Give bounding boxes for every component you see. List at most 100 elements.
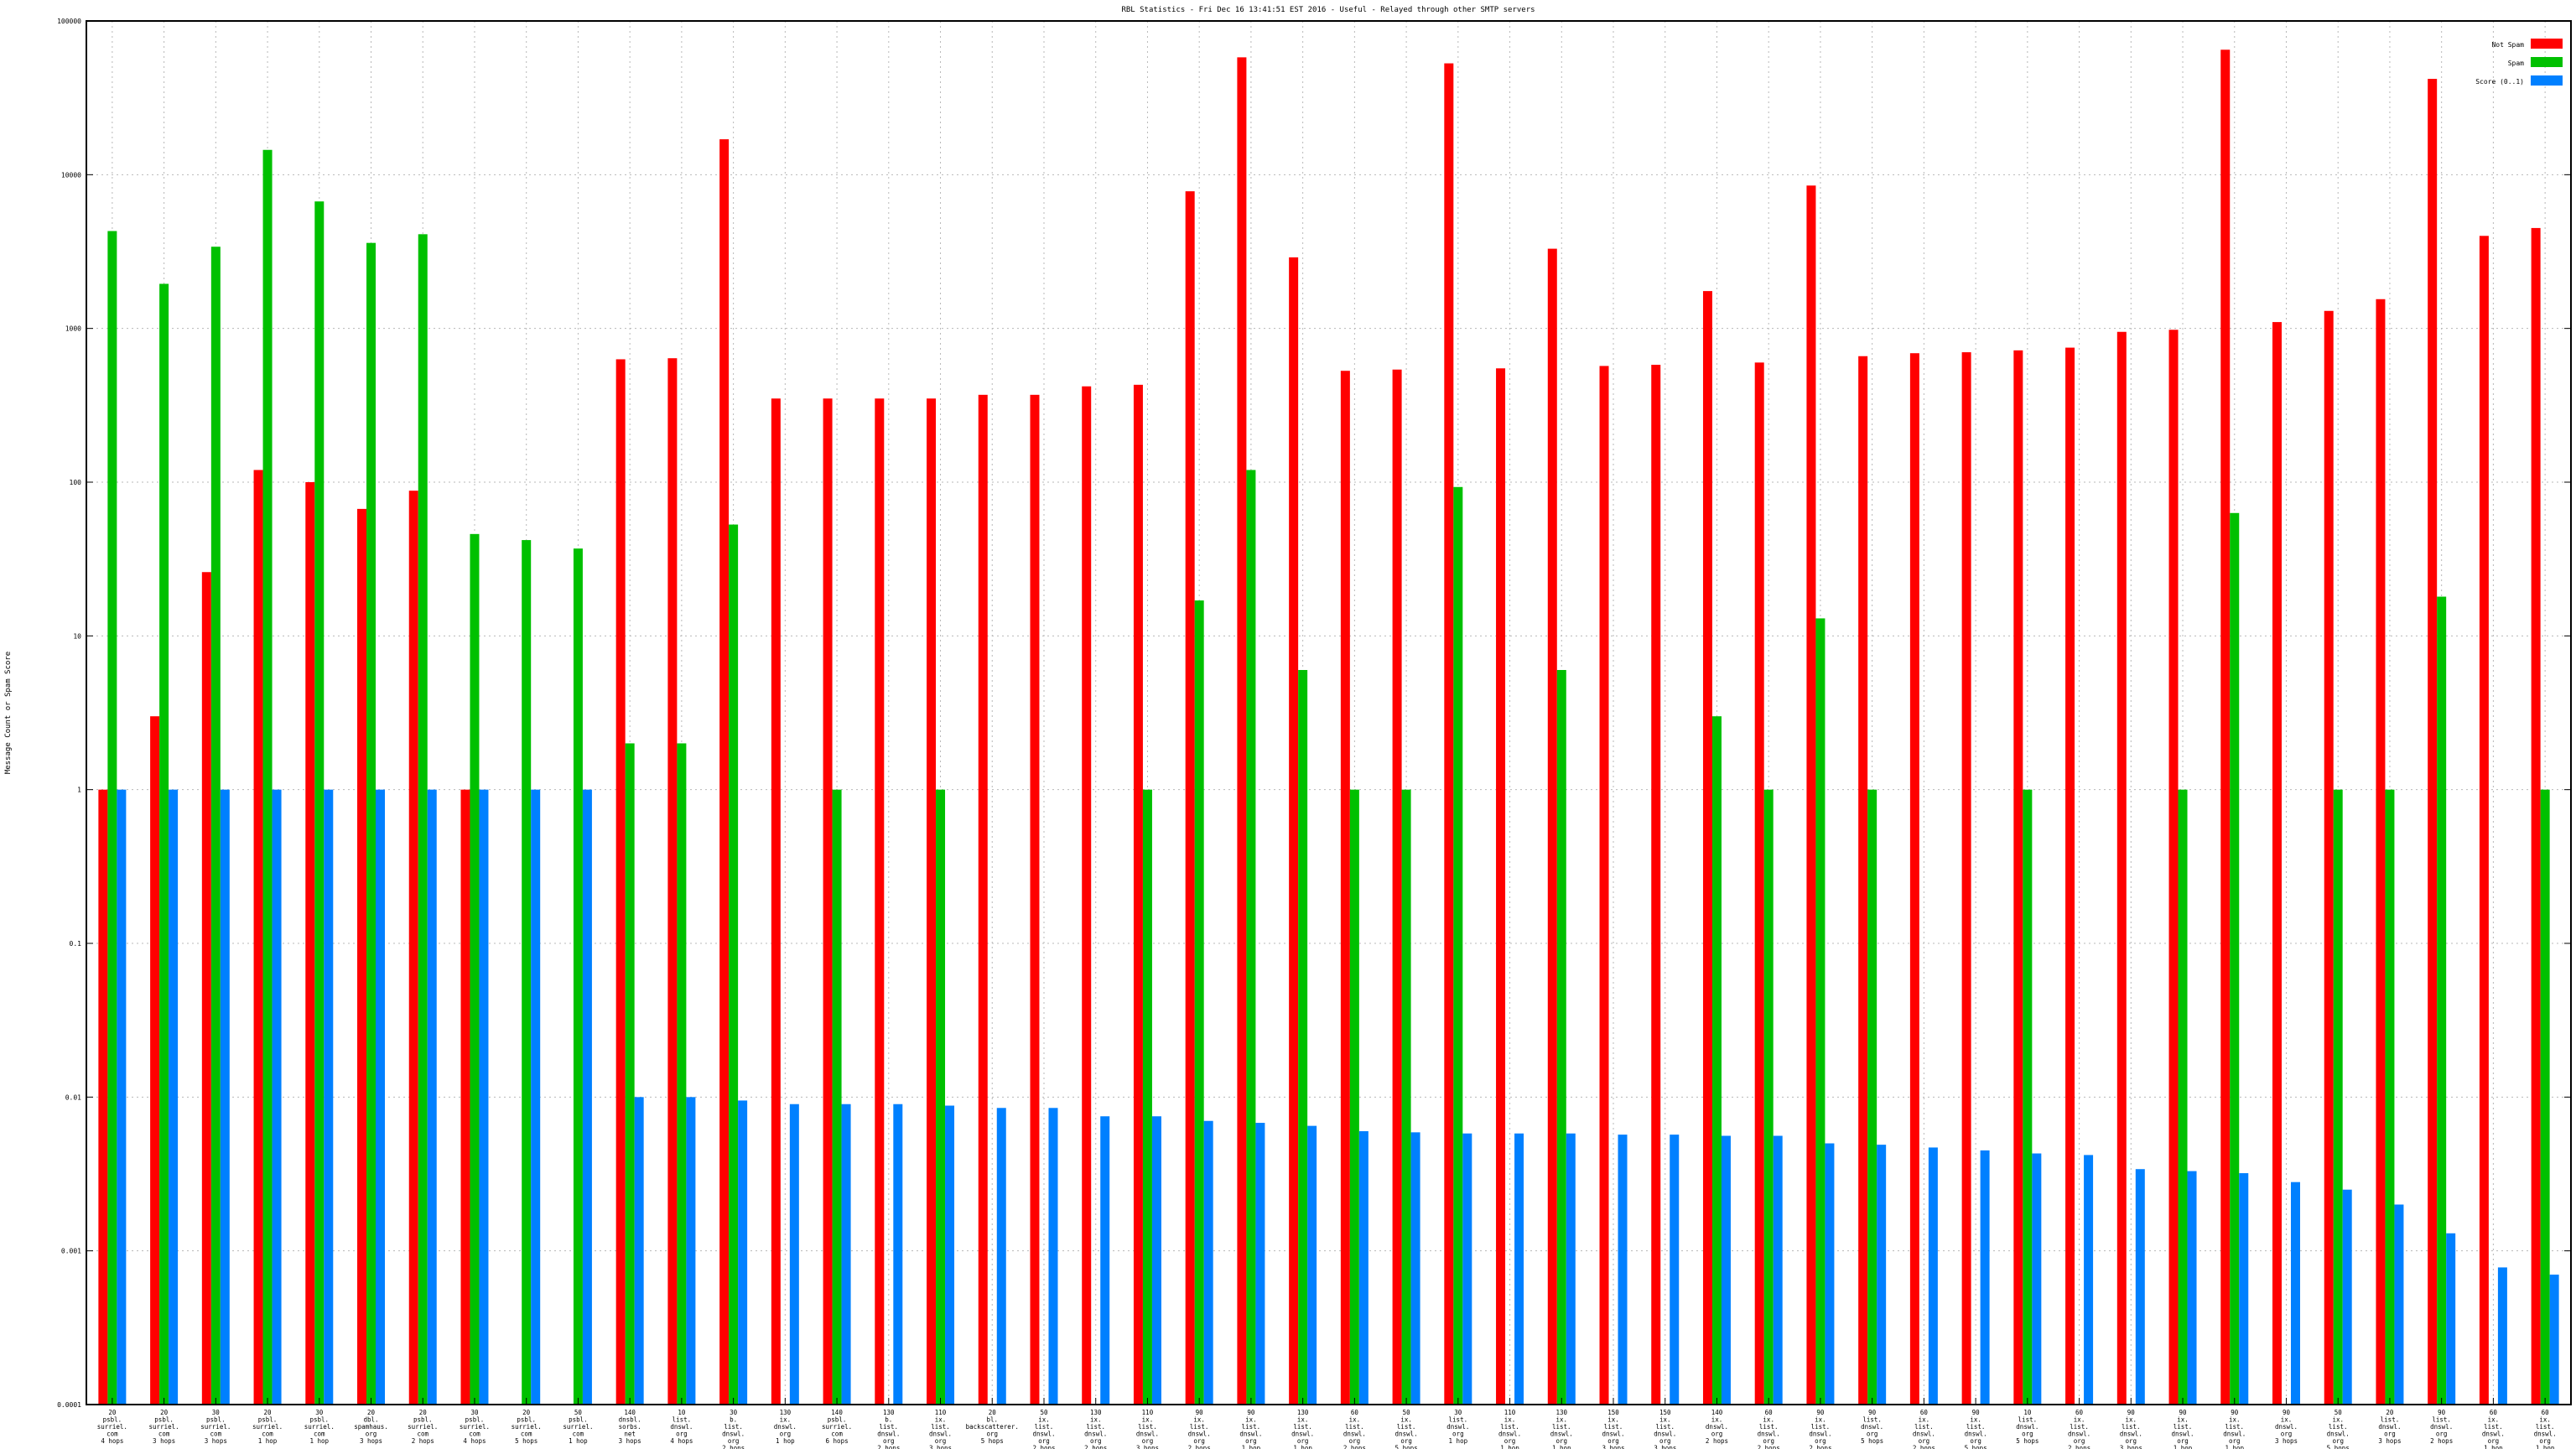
x-tick-label: list. — [1449, 1416, 1468, 1424]
legend-label: Score (0..1) — [2475, 78, 2524, 86]
bar-spam — [625, 743, 635, 1405]
x-tick-label: 90 — [1247, 1409, 1255, 1416]
bar-marks — [98, 49, 2559, 1405]
bar-score-0-1 — [893, 1104, 903, 1405]
x-tick-label: list. — [2432, 1416, 2451, 1424]
bar-score-0-1 — [1566, 1133, 1576, 1405]
bar-spam — [2385, 789, 2395, 1405]
x-tick-label: list. — [2018, 1416, 2038, 1424]
x-tick-label: 50 — [1040, 1409, 1048, 1416]
x-tick-label: 20 — [264, 1409, 273, 1416]
x-tick-label: org — [1193, 1437, 1205, 1445]
bar-spam — [936, 789, 946, 1405]
bar-not-spam — [1444, 63, 1454, 1405]
x-tick-label: surriel. — [200, 1423, 231, 1431]
x-tick-label: org — [1763, 1437, 1774, 1445]
x-tick-label: dnsbl. — [619, 1416, 641, 1424]
bar-score-0-1 — [2187, 1171, 2197, 1405]
x-tick-label: 60 — [1765, 1409, 1774, 1416]
x-tick-label: dnswl. — [1602, 1431, 1624, 1438]
x-tick-label: 2 hops — [2068, 1445, 2090, 1449]
x-tick-label: org — [2332, 1437, 2344, 1445]
bar-not-spam — [719, 139, 730, 1405]
bar-score-0-1 — [2446, 1233, 2456, 1405]
bar-spam — [2540, 789, 2550, 1405]
bar-not-spam — [1651, 365, 1661, 1405]
x-tick-label: list. — [1345, 1423, 1364, 1431]
x-tick-label: 1 hop — [2225, 1445, 2244, 1449]
bar-score-0-1 — [2239, 1173, 2249, 1405]
x-tick-label: org — [2281, 1431, 2293, 1438]
x-tick-label: ix. — [1659, 1416, 1671, 1424]
x-tick-label: dnswl. — [1343, 1431, 1366, 1438]
x-tick-label: surriel. — [149, 1423, 179, 1431]
bar-spam — [2333, 789, 2343, 1405]
x-tick-label: 1 hop — [1552, 1445, 1571, 1449]
bar-score-0-1 — [2497, 1267, 2507, 1405]
x-tick-label: com — [210, 1431, 222, 1438]
y-tick-label: 1000 — [65, 325, 81, 333]
x-tick-label: 130 — [1556, 1409, 1568, 1416]
x-tick-label: 90 — [2283, 1409, 2291, 1416]
x-tick-label: 4 hops — [101, 1437, 123, 1445]
bar-not-spam — [1806, 185, 1816, 1405]
x-tick-label: psbl. — [103, 1416, 122, 1424]
x-tick-label: ix. — [1038, 1416, 1050, 1424]
x-tick-label: ix. — [2074, 1416, 2085, 1424]
x-tick-label: 1 hop — [258, 1437, 278, 1445]
bar-not-spam — [2168, 330, 2179, 1405]
x-tick-label: list. — [1966, 1423, 1986, 1431]
bar-not-spam — [1961, 352, 1971, 1405]
x-tick-label: 110 — [935, 1409, 947, 1416]
x-tick-label: surriel. — [408, 1423, 438, 1431]
x-tick-label: ix. — [1400, 1416, 1412, 1424]
x-tick-label: 3 hops — [2120, 1445, 2142, 1449]
bar-score-0-1 — [2394, 1204, 2404, 1405]
x-tick-label: com — [417, 1431, 428, 1438]
x-tick-label: 20 — [108, 1409, 117, 1416]
x-tick-label: org — [883, 1437, 895, 1445]
bar-score-0-1 — [1618, 1135, 1628, 1405]
x-tick-label: org — [2022, 1431, 2033, 1438]
x-tick-label: org — [2074, 1437, 2085, 1445]
bar-spam — [366, 242, 377, 1405]
x-tick-label: spamhaus. — [354, 1423, 388, 1431]
bar-score-0-1 — [1980, 1150, 1990, 1405]
bar-not-spam — [408, 491, 418, 1405]
x-tick-label: surriel. — [563, 1423, 593, 1431]
x-tick-label: org — [2126, 1437, 2137, 1445]
bar-score-0-1 — [324, 789, 334, 1405]
bar-spam — [677, 743, 687, 1405]
x-tick-label: com — [314, 1431, 325, 1438]
x-tick-label: ix. — [1763, 1416, 1774, 1424]
bar-score-0-1 — [1203, 1120, 1213, 1405]
bar-score-0-1 — [117, 789, 127, 1405]
x-tick-label: dnswl. — [1654, 1431, 1676, 1438]
x-tick-label: dnswl. — [2120, 1431, 2142, 1438]
x-tick-label: com — [469, 1431, 480, 1438]
x-tick-label: 50 — [1403, 1409, 1411, 1416]
x-tick-label: dnswl. — [877, 1431, 900, 1438]
x-tick-label: list. — [1604, 1423, 1623, 1431]
x-tick-label: 20 — [419, 1409, 428, 1416]
x-tick-label: list. — [1035, 1423, 1054, 1431]
bar-spam — [2178, 789, 2188, 1405]
bar-spam — [1815, 618, 1826, 1405]
x-tick-label: 110 — [1142, 1409, 1154, 1416]
x-tick-label: 60 — [2490, 1409, 2498, 1416]
bar-score-0-1 — [738, 1100, 748, 1405]
x-tick-label: 2 hops — [1913, 1445, 1935, 1449]
x-tick-label: 1 hop — [569, 1437, 588, 1445]
bar-not-spam — [1909, 353, 1919, 1405]
x-tick-label: dnswl. — [2482, 1431, 2505, 1438]
x-tick-label: 140 — [831, 1409, 843, 1416]
bar-score-0-1 — [2342, 1189, 2352, 1405]
x-tick-label: dnswl. — [722, 1431, 745, 1438]
x-tick-label: 1 hop — [1293, 1445, 1312, 1449]
bar-spam — [522, 540, 532, 1405]
x-tick-label: ix. — [1815, 1416, 1826, 1424]
bar-not-spam — [253, 470, 263, 1405]
x-tick-label: 30 — [470, 1409, 479, 1416]
x-tick-label: dnswl. — [774, 1423, 797, 1431]
bar-not-spam — [98, 789, 108, 1405]
